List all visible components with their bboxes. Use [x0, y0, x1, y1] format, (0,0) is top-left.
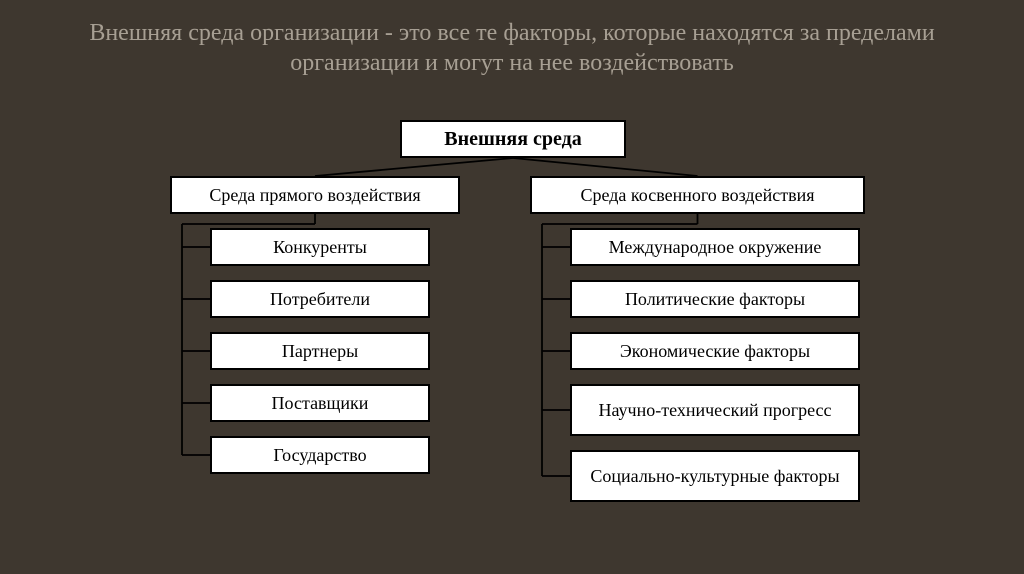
left-item-2: Партнеры — [210, 332, 430, 370]
right-column-header: Среда косвенного воздействия — [530, 176, 865, 214]
right-item-0: Международное окружение — [570, 228, 860, 266]
right-item-2: Экономические факторы — [570, 332, 860, 370]
left-item-3: Поставщики — [210, 384, 430, 422]
left-item-1: Потребители — [210, 280, 430, 318]
root-node: Внешняя среда — [400, 120, 626, 158]
right-item-3: Научно-технический прогресс — [570, 384, 860, 436]
left-column-header: Среда прямого воздействия — [170, 176, 460, 214]
right-item-4: Социально-культурные факторы — [570, 450, 860, 502]
left-item-4: Государство — [210, 436, 430, 474]
org-chart: Внешняя среда Среда прямого воздействия Ср… — [130, 120, 896, 550]
right-item-1: Политические факторы — [570, 280, 860, 318]
page-title: Внешняя среда организации - это все те ф… — [0, 18, 1024, 78]
left-item-0: Конкуренты — [210, 228, 430, 266]
